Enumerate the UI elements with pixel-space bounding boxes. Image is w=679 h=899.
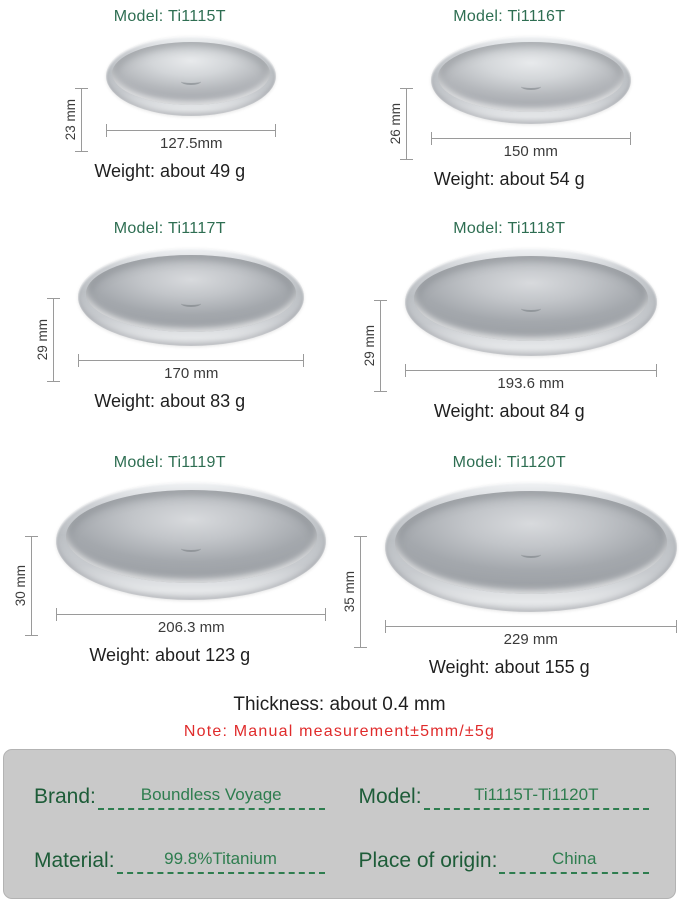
height-dimension: 35 mm (342, 536, 376, 648)
plate-panel-ti1116t: Model: Ti1116T 26 mm 150 mm Weight: abou… (340, 4, 679, 200)
titanium-plate-image (56, 482, 326, 600)
diameter-dimension: 150 mm (431, 138, 631, 160)
diameter-dimension-line (385, 626, 677, 627)
plate-logo-mark (521, 83, 541, 90)
plate-logo-mark (181, 78, 201, 85)
plate-panel-ti1118t: Model: Ti1118T 29 mm 193.6 mm Weight: ab… (340, 204, 679, 432)
origin-field: Place of origin: China (359, 836, 650, 874)
origin-value: China (552, 849, 596, 868)
plate-logo-mark (521, 551, 541, 558)
brand-field: Brand: Boundless Voyage (34, 772, 325, 810)
height-dimension-line (53, 298, 54, 382)
height-dimension-line (81, 88, 82, 152)
weight-text: Weight: about 54 g (434, 169, 585, 190)
plate-logo-mark (181, 300, 201, 307)
origin-label: Place of origin: (359, 849, 498, 874)
height-value: 29 mm (35, 319, 50, 360)
diameter-value: 170 mm (164, 365, 218, 382)
diameter-dimension-line (56, 614, 326, 615)
height-value: 30 mm (13, 565, 28, 606)
diameter-dimension: 193.6 mm (405, 370, 657, 392)
origin-underline: China (499, 851, 649, 874)
plates-row-3: Model: Ti1119T 30 mm 206.3 mm Weight: ab… (0, 432, 679, 688)
material-underline: 99.8%Titanium (117, 851, 325, 874)
model-range-value: Ti1115T-Ti1120T (474, 785, 598, 804)
height-dimension: 23 mm (63, 88, 97, 152)
brand-value: Boundless Voyage (141, 785, 282, 804)
plate-panel-ti1117t: Model: Ti1117T 29 mm 170 mm Weight: abou… (0, 204, 340, 432)
height-value: 26 mm (388, 103, 403, 144)
height-dimension-line (380, 300, 381, 392)
diameter-dimension: 127.5mm (106, 130, 276, 152)
model-label: Model: Ti1120T (453, 454, 566, 472)
height-value: 35 mm (342, 571, 357, 612)
titanium-plate-image (385, 482, 677, 612)
titanium-plate-image (78, 248, 304, 346)
height-value: 29 mm (362, 325, 377, 366)
plate-logo-mark (181, 545, 201, 552)
diameter-dimension-line (78, 360, 304, 361)
weight-text: Weight: about 49 g (94, 161, 245, 182)
diameter-dimension: 206.3 mm (56, 614, 326, 636)
weight-text: Weight: about 83 g (94, 391, 245, 412)
model-range-label: Model: (359, 785, 422, 810)
diameter-value: 150 mm (504, 143, 558, 160)
titanium-plate-image (106, 36, 276, 116)
measurement-note-text: Note: Manual measurement±5mm/±5g (0, 723, 679, 741)
titanium-plate-image (405, 248, 657, 356)
plates-row-2: Model: Ti1117T 29 mm 170 mm Weight: abou… (0, 200, 679, 432)
weight-text: Weight: about 123 g (89, 645, 250, 666)
titanium-plate-image (431, 36, 631, 124)
height-dimension: 30 mm (13, 536, 47, 636)
model-label: Model: Ti1117T (114, 220, 226, 238)
model-label: Model: Ti1119T (114, 454, 226, 472)
plate-panel-ti1119t: Model: Ti1119T 30 mm 206.3 mm Weight: ab… (0, 436, 340, 688)
brand-label: Brand: (34, 785, 96, 810)
height-dimension-line (406, 88, 407, 160)
diameter-dimension: 229 mm (385, 626, 677, 648)
model-label: Model: Ti1118T (453, 220, 565, 238)
diameter-value: 193.6 mm (497, 375, 564, 392)
diameter-dimension-line (405, 370, 657, 371)
height-dimension-line (360, 536, 361, 648)
material-value: 99.8%Titanium (164, 849, 277, 868)
weight-text: Weight: about 84 g (434, 401, 585, 422)
model-label: Model: Ti1116T (453, 8, 565, 26)
diameter-value: 127.5mm (160, 135, 223, 152)
height-value: 23 mm (63, 99, 78, 140)
material-label: Material: (34, 849, 115, 874)
plates-row-1: Model: Ti1115T 23 mm 127.5mm Weight: abo… (0, 0, 679, 200)
plate-panel-ti1115t: Model: Ti1115T 23 mm 127.5mm Weight: abo… (0, 4, 340, 200)
weight-text: Weight: about 155 g (429, 657, 590, 678)
thickness-text: Thickness: about 0.4 mm (0, 694, 679, 716)
height-dimension: 29 mm (35, 298, 69, 382)
plate-logo-mark (521, 305, 541, 312)
diameter-dimension-line (431, 138, 631, 139)
model-underline: Ti1115T-Ti1120T (424, 787, 649, 810)
diameter-dimension-line (106, 130, 276, 131)
product-info-box: Brand: Boundless Voyage Model: Ti1115T-T… (3, 749, 676, 899)
height-dimension: 26 mm (388, 88, 422, 160)
model-label: Model: Ti1115T (114, 8, 226, 26)
material-field: Material: 99.8%Titanium (34, 836, 325, 874)
diameter-value: 229 mm (504, 631, 558, 648)
diameter-dimension: 170 mm (78, 360, 304, 382)
diameter-value: 206.3 mm (158, 619, 225, 636)
model-field: Model: Ti1115T-Ti1120T (359, 772, 650, 810)
plate-panel-ti1120t: Model: Ti1120T 35 mm 229 mm Weight: abou… (340, 436, 679, 688)
height-dimension: 29 mm (362, 300, 396, 392)
height-dimension-line (31, 536, 32, 636)
brand-underline: Boundless Voyage (98, 787, 325, 810)
